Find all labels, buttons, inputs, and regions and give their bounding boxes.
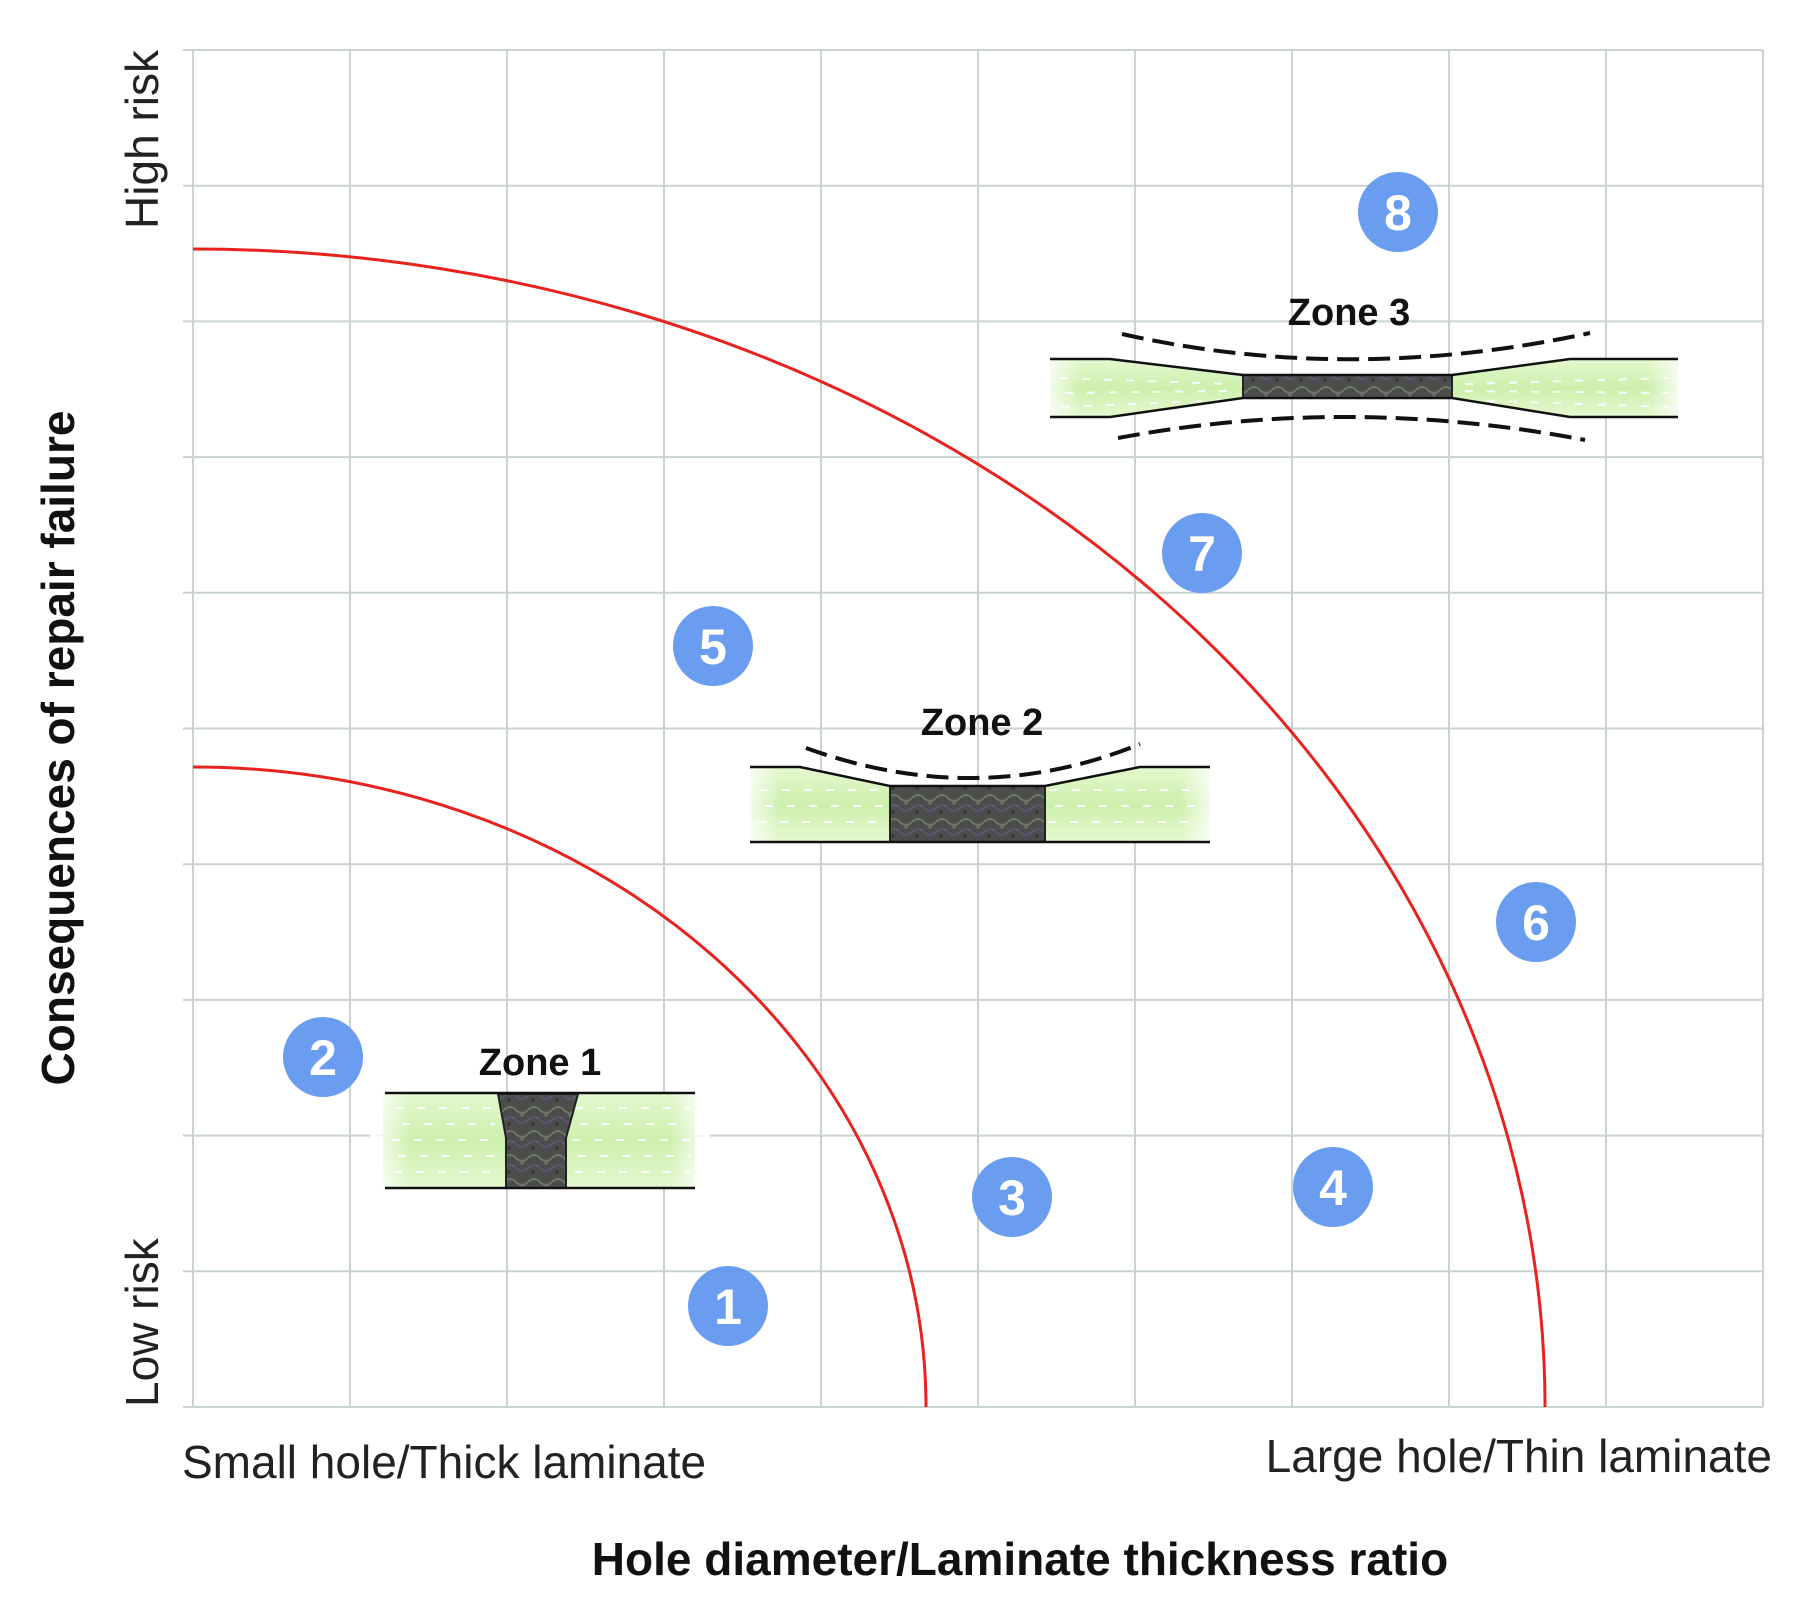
grid	[183, 49, 1764, 1408]
x-axis-left-label: Small hole/Thick laminate	[182, 1436, 706, 1488]
marker-5: 5	[673, 606, 753, 686]
zone-1-illustration	[370, 1091, 710, 1190]
marker-6: 6	[1496, 882, 1576, 962]
marker-4-number: 4	[1319, 1160, 1347, 1216]
y-axis-title: Consequences of repair failure	[32, 411, 84, 1086]
marker-3: 3	[972, 1157, 1052, 1237]
marker-2-number: 2	[309, 1030, 337, 1086]
zone-3-label: Zone 3	[1288, 292, 1410, 334]
marker-8: 8	[1358, 172, 1438, 252]
marker-2: 2	[283, 1017, 363, 1097]
zone-1-label: Zone 1	[479, 1042, 601, 1084]
marker-3-number: 3	[998, 1170, 1026, 1226]
marker-1: 1	[688, 1266, 768, 1346]
x-axis-title: Hole diameter/Laminate thickness ratio	[592, 1533, 1448, 1585]
risk-boundary-outer	[192, 247, 1547, 1408]
zone-2-illustration	[740, 742, 1220, 844]
y-axis-low-risk-label: Low risk	[116, 1237, 168, 1407]
x-axis-right-label: Large hole/Thin laminate	[1266, 1430, 1772, 1482]
zone-2-label: Zone 2	[921, 702, 1043, 744]
risk-boundary-inner	[192, 765, 928, 1408]
marker-1-number: 1	[714, 1279, 742, 1335]
marker-7-number: 7	[1188, 526, 1216, 582]
marker-4: 4	[1293, 1147, 1373, 1227]
zone-3-illustration	[1040, 331, 1688, 442]
marker-8-number: 8	[1384, 185, 1412, 241]
marker-7: 7	[1162, 513, 1242, 593]
marker-6-number: 6	[1522, 895, 1550, 951]
marker-5-number: 5	[699, 619, 727, 675]
y-axis-high-risk-label: High risk	[116, 49, 168, 229]
